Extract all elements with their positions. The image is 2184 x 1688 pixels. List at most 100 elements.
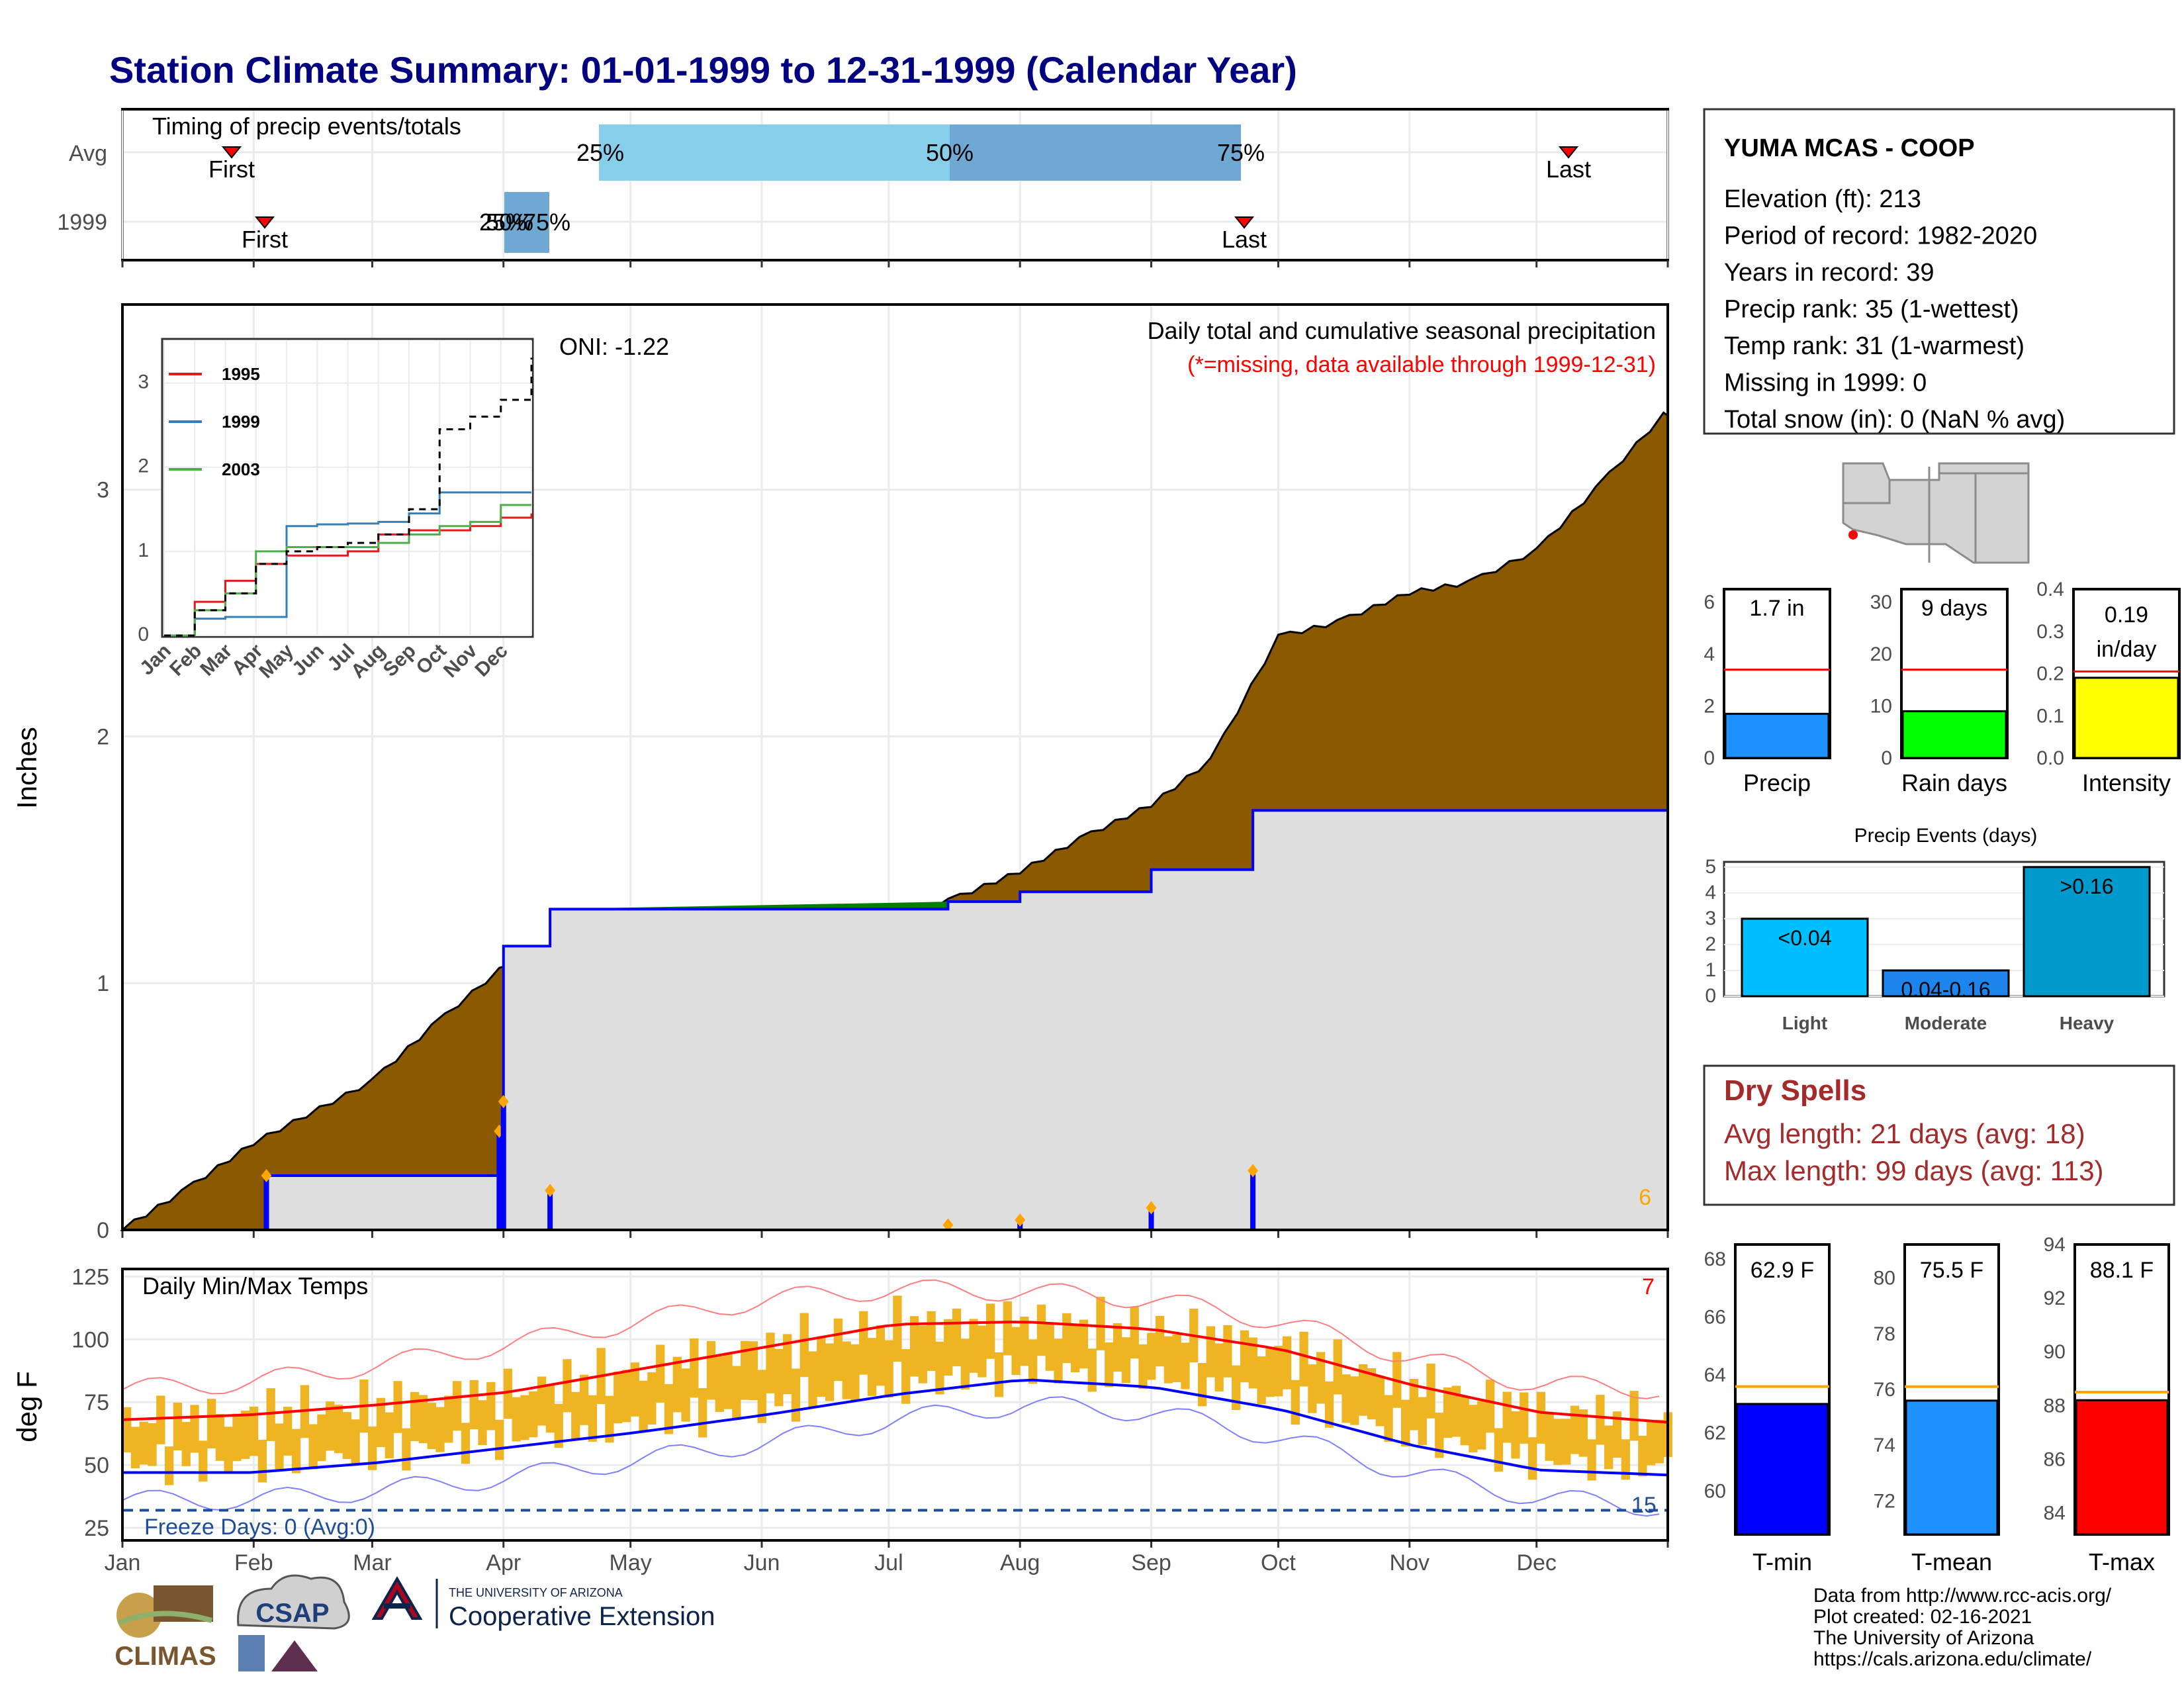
daily-temp-range-bar [385,1412,394,1459]
daily-temp-range-bar [1647,1422,1656,1466]
daily-temp-range-bar [241,1411,250,1459]
daily-temp-range-bar [715,1356,724,1412]
daily-temp-range-bar [232,1413,242,1462]
events-category-label: Moderate [1905,1013,1987,1033]
daily-precip-bar [1148,1207,1154,1230]
temp-chart-tick-label: 72 [1874,1490,1895,1512]
mini-chart-tick-label: 20 [1870,643,1892,665]
climas-wave-icon [118,1611,213,1626]
daily-temp-range-bar [791,1368,801,1422]
year-q25-label: 25% [479,209,527,236]
daily-temp-range-bar [1282,1336,1292,1389]
inset-legend-label: 1999 [222,412,260,432]
daily-temp-range-bar [952,1308,962,1366]
dry-spells-title: Dry Spells [1724,1074,1866,1107]
station-info-line: Missing in 1999: 0 [1724,369,1927,397]
temp-y-tick-label: 75 [84,1390,109,1415]
events-bar-label: >0.16 [2060,874,2114,898]
daily-temp-range-bar [1451,1385,1461,1437]
temp-count-label: 7 [1642,1274,1655,1299]
daily-temp-range-bar [156,1395,165,1444]
daily-temp-range-bar [1477,1401,1486,1450]
daily-temp-range-bar [1367,1368,1377,1420]
csap-cloud-icon [237,1574,350,1630]
daily-temp-range-bar [503,1368,513,1419]
daily-temp-range-bar [452,1381,462,1431]
precip-frame [121,303,1669,1231]
daily-temp-range-bar [1400,1399,1410,1447]
dry-spells-frame [1703,1064,2175,1206]
temp-chart-tick-label: 86 [2044,1448,2066,1470]
temp-chart-tick-label: 84 [2044,1503,2066,1524]
inset-y-tick-label: 0 [138,624,149,645]
daily-temp-range-bar [206,1399,216,1449]
precip-y-tick-label: 2 [97,724,109,749]
mini-chart-bar [2073,677,2179,759]
daily-temp-range-bar [1587,1439,1596,1481]
daily-temp-range-bar [563,1359,572,1413]
ua-small-text: THE UNIVERSITY OF ARIZONA [449,1586,623,1599]
ua-big-text: Cooperative Extension [449,1602,715,1631]
mini-chart-value-label: 1.7 in [1749,596,1804,621]
inset-series-2003 [164,504,531,637]
daily-temp-range-bar [1359,1364,1368,1416]
mini-chart-value-label: in/day [2097,637,2157,662]
mini-chart-label: Precip [1743,769,1811,796]
temp-x-tick-label: Aug [1000,1550,1040,1575]
year-last-marker [1234,216,1255,229]
events-bar-label: 0.04-0.16 [1901,978,1990,1002]
daily-temp-range-bar [986,1303,995,1359]
csap-bars-icon [238,1635,265,1671]
daily-temp-range-bar [215,1414,225,1461]
year-last-label: Last [1222,226,1267,253]
mini-chart-tick-label: 0.1 [2036,705,2064,727]
precip-y-tick-label: 3 [97,478,109,503]
events-bar-label: <0.04 [1778,926,1832,950]
daily-temp-range-bar [266,1388,275,1441]
temp-x-tick-label: May [610,1550,652,1575]
daily-temp-range-bar [571,1391,580,1439]
daily-temp-range-bar [1316,1352,1326,1404]
station-info-frame [1703,108,2175,435]
daily-temp-range-bar [1604,1425,1614,1470]
temp-chart-tick-label: 78 [1874,1323,1895,1345]
daily-temp-range-bar [732,1366,741,1420]
daily-temp-range-bar [164,1446,174,1485]
daily-temp-range-bar [1274,1346,1283,1397]
precip-events-chart: Precip Events (days) 0 1 2 3 4 5 <0.04 Light 0.0… [1705,825,2165,1033]
daily-temp-range-bar [782,1334,792,1395]
year-first-label: First [242,226,288,253]
daily-temp-range-bar [817,1338,826,1397]
daily-temp-range-bar [893,1295,902,1362]
events-tick-label: 1 [1705,959,1716,981]
daily-precip-marker [942,1218,954,1232]
daily-temp-range-bar [199,1440,208,1482]
avg-last-marker [1558,146,1579,159]
mini-chart-tick-label: 0.0 [2036,747,2064,769]
daily-temp-range-bar [1181,1342,1190,1389]
daily-temp-range-bar [639,1380,648,1432]
daily-temp-range-bar [139,1421,148,1465]
temp-chart-tick-label: 60 [1704,1480,1726,1502]
temp-chart-label: T-mean [1911,1548,1992,1575]
daily-precip-bar [500,1102,506,1230]
temp-y-tick-label: 25 [84,1516,109,1541]
avg-tmax-line [122,1321,1668,1424]
year-q75-label: 75% [523,209,570,236]
temp-y-tick-label: 100 [71,1327,109,1352]
csap-logo: CSAP [237,1574,350,1671]
daily-temp-range-bar [1324,1381,1334,1428]
daily-temp-range-bar [1629,1391,1639,1441]
daily-temp-range-bar [935,1341,944,1395]
avg-q50-label: 50% [926,139,974,166]
daily-precip-bar [496,1131,502,1230]
daily-temp-range-bar [706,1340,716,1400]
precip-y-tick-label: 0 [97,1218,109,1243]
daily-temp-range-bar [1621,1439,1630,1480]
daily-temp-range-bar [1502,1391,1512,1443]
timing-label: Timing of precip events/totals [152,113,461,140]
daily-temp-range-bar [1570,1405,1580,1454]
temp-x-tick-label: Jan [105,1550,141,1575]
daily-temp-range-bar [376,1397,386,1447]
daily-temp-range-bar [1375,1376,1385,1427]
